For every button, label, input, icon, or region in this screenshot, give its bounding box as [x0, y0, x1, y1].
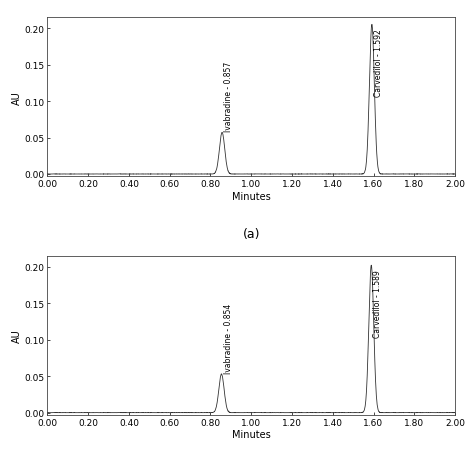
Y-axis label: AU: AU — [12, 329, 22, 342]
Text: Carvedilol - 1.592: Carvedilol - 1.592 — [374, 29, 383, 97]
Text: Ivabradine - 0.857: Ivabradine - 0.857 — [224, 61, 233, 132]
Text: Carvedilol - 1.589: Carvedilol - 1.589 — [374, 269, 383, 337]
X-axis label: Minutes: Minutes — [232, 429, 271, 439]
X-axis label: Minutes: Minutes — [232, 191, 271, 201]
Text: (a): (a) — [243, 228, 260, 240]
Text: Ivabradine - 0.854: Ivabradine - 0.854 — [224, 303, 233, 373]
Y-axis label: AU: AU — [12, 91, 22, 104]
